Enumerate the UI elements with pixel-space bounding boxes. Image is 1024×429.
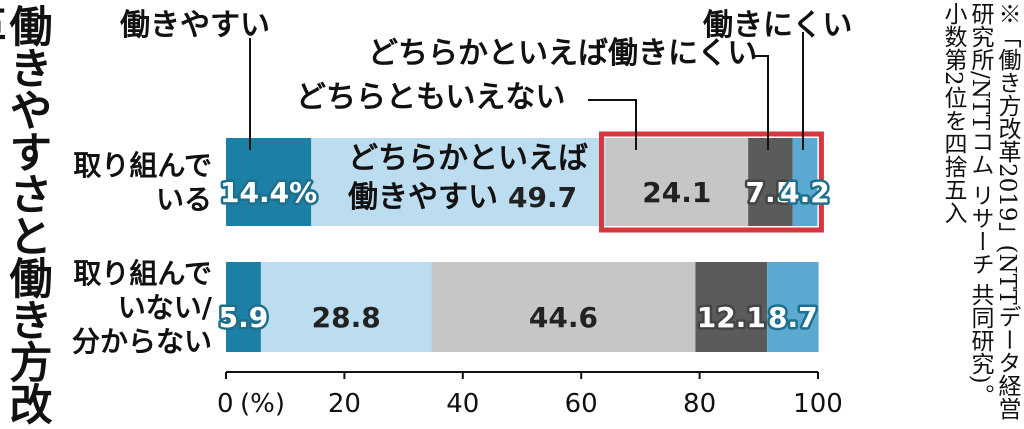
x-tick-label-0: 0: [217, 389, 234, 419]
category-label-row2-line3: 分からない: [72, 325, 212, 358]
legend-label-hard: 働きにくい: [702, 8, 852, 43]
bar-neutral-row2: [431, 262, 696, 352]
leader-lines: [249, 32, 804, 150]
bars-layer: [226, 131, 824, 352]
value-label-neutral-row1: 24.1: [642, 176, 711, 209]
value-label-somewhat-yasui-row1: 49.7: [508, 181, 577, 214]
leader-neutral: [588, 99, 637, 150]
leader-somewhat-hard: [752, 55, 769, 150]
bar-yasui-row2: [226, 262, 261, 352]
x-tick-label-40: 40: [446, 389, 479, 419]
x-tick-label-20: 20: [328, 389, 361, 419]
x-tick-label-100: 100: [793, 389, 843, 419]
value-label-yasui-row1: 14.4%: [220, 176, 317, 209]
legend-label-somewhat-yasui-line2: 働きやすい: [347, 180, 498, 215]
legend-label-yasui: 働きやすい: [119, 8, 270, 43]
x-axis: 0 20 40 60 80 100 (%): [217, 371, 843, 419]
bar-yasui-row1: [226, 138, 312, 226]
legend-label-somewhat-yasui-line1: どちらかといえば: [348, 141, 588, 176]
bar-somewhat-hard-row1: [748, 138, 793, 226]
chart-title: 働きやすさと働き方改革: [0, 4, 52, 424]
bar-neutral-row1: [605, 138, 749, 226]
value-label-yasui-row2: 5.9: [219, 301, 269, 334]
value-labels: 14.4% 49.7 24.1 7.54.2 5.9 28.8 44.6 12.1 8.7: [216, 174, 832, 337]
x-tick-label-60: 60: [565, 389, 598, 419]
legend-label-neutral: どちらともいえない: [296, 80, 565, 115]
stacked-bar-chart: 働きやすい どちらかといえば働きにくい どちらともいえない 働きにくい どちらか…: [72, 8, 852, 419]
category-label-row2-line2: いない/: [118, 291, 213, 324]
bar-hard-row1: [792, 138, 818, 226]
x-axis-unit: (%): [240, 389, 285, 419]
value-label-somewhat-yasui-row2: 28.8: [312, 301, 381, 334]
source-note: ※「働き方改革2019」(NTTデータ経営研究所/NTTコム リサーチ 共同研究…: [940, 2, 1020, 420]
bar-hard-row2: [767, 262, 819, 352]
bar-somewhat-yasui-row1: [311, 138, 606, 226]
legend-label-somewhat-hard: どちらかといえば働きにくい: [368, 36, 757, 71]
value-label-hard-row1: 4.2: [780, 176, 830, 209]
bar-somewhat-hard-row2: [695, 262, 768, 352]
value-label-somewhat-hard-row1: 7.5: [746, 176, 796, 209]
x-tick-label-80: 80: [683, 389, 716, 419]
category-label-row1-line1: 取り組んで: [73, 149, 212, 182]
legend-labels: 働きやすい どちらかといえば働きにくい どちらともいえない 働きにくい どちらか…: [119, 8, 852, 215]
category-label-row2-line1: 取り組んで: [73, 257, 212, 290]
category-label-row1-line2: いる: [156, 183, 212, 216]
highlight-box: [598, 131, 824, 233]
value-label-neutral-row2: 44.6: [529, 301, 598, 334]
value-label-somewhat-hard-row2: 12.1: [697, 301, 766, 334]
bar-somewhat-yasui-row2: [260, 262, 432, 352]
value-label-hard-row2: 8.7: [768, 301, 818, 334]
